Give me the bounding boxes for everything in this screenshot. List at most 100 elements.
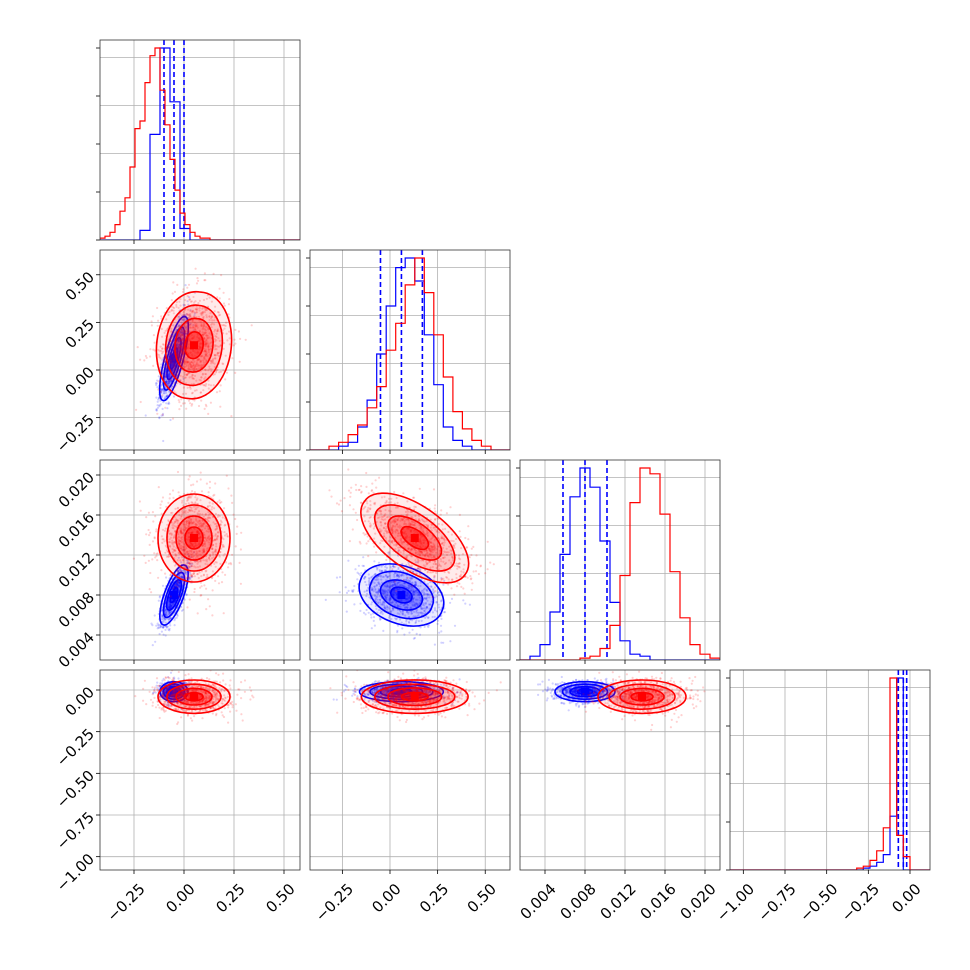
scatter-point bbox=[429, 603, 432, 606]
scatter-point bbox=[361, 564, 364, 567]
scatter-point bbox=[197, 347, 200, 350]
scatter-point bbox=[414, 620, 417, 624]
scatter-point bbox=[395, 572, 398, 575]
scatter-point bbox=[185, 313, 188, 316]
scatter-point bbox=[203, 337, 206, 340]
scatter-point bbox=[190, 300, 193, 303]
scatter-point bbox=[193, 354, 196, 357]
scatter-point bbox=[390, 617, 393, 621]
scatter-point bbox=[208, 557, 211, 560]
scatter-point bbox=[208, 480, 212, 483]
scatter-point bbox=[204, 513, 207, 516]
scatter-point bbox=[157, 397, 161, 400]
scatter-point bbox=[151, 624, 154, 627]
scatter-point bbox=[207, 537, 210, 540]
scatter-point bbox=[188, 521, 191, 524]
scatter-point bbox=[165, 555, 168, 558]
scatter-point bbox=[187, 303, 190, 306]
scatter-point bbox=[168, 605, 171, 608]
scatter-point bbox=[201, 513, 204, 516]
scatter-point bbox=[205, 587, 208, 590]
scatter-point bbox=[412, 590, 415, 593]
scatter-point bbox=[205, 334, 208, 337]
scatter-point bbox=[387, 585, 390, 588]
scatter-point bbox=[190, 550, 193, 554]
scatter-point bbox=[222, 545, 225, 548]
scatter-point bbox=[173, 520, 177, 523]
scatter-point bbox=[168, 340, 171, 343]
scatter-point bbox=[177, 353, 180, 356]
scatter-point bbox=[173, 535, 176, 539]
scatter-point bbox=[344, 599, 347, 602]
scatter-point bbox=[182, 325, 186, 328]
scatter-point bbox=[167, 612, 170, 616]
scatter-point bbox=[411, 582, 414, 585]
scatter-point bbox=[169, 595, 172, 598]
scatter-point bbox=[172, 324, 175, 327]
scatter-point bbox=[188, 571, 192, 574]
scatter-point bbox=[362, 556, 365, 559]
scatter-point bbox=[398, 573, 401, 576]
scatter-point bbox=[177, 536, 180, 539]
scatter-point bbox=[169, 352, 172, 356]
scatter-point bbox=[400, 621, 403, 624]
scatter-point bbox=[186, 361, 189, 364]
scatter-point bbox=[186, 295, 189, 298]
scatter-point bbox=[208, 605, 211, 608]
scatter-point bbox=[213, 538, 217, 541]
scatter-point bbox=[197, 531, 200, 535]
scatter-point bbox=[404, 586, 407, 589]
scatter-point bbox=[191, 531, 194, 534]
scatter-point bbox=[223, 327, 226, 330]
scatter-point bbox=[197, 554, 200, 557]
scatter-point bbox=[183, 545, 186, 549]
scatter-point bbox=[207, 350, 210, 354]
scatter-point bbox=[182, 577, 185, 580]
scatter-point bbox=[218, 313, 222, 316]
scatter-point bbox=[188, 561, 191, 565]
scatter-point bbox=[383, 606, 386, 609]
scatter-point bbox=[181, 575, 184, 578]
scatter-point bbox=[213, 538, 216, 541]
scatter-point bbox=[400, 599, 403, 603]
scatter-point bbox=[182, 582, 185, 585]
scatter-point bbox=[186, 519, 189, 522]
scatter-point bbox=[200, 522, 203, 525]
scatter-point bbox=[192, 326, 195, 330]
scatter-point bbox=[213, 330, 216, 333]
scatter-point bbox=[210, 360, 213, 364]
scatter-point bbox=[167, 375, 171, 378]
scatter-point bbox=[161, 541, 164, 545]
scatter-point bbox=[175, 582, 178, 585]
scatter-point bbox=[181, 499, 184, 502]
scatter-point bbox=[363, 575, 367, 579]
scatter-point bbox=[183, 525, 186, 528]
scatter-point bbox=[159, 399, 162, 402]
scatter-point bbox=[229, 561, 232, 565]
scatter-point bbox=[376, 590, 380, 593]
scatter-point bbox=[203, 350, 206, 353]
scatter-point bbox=[160, 390, 163, 393]
scatter-point bbox=[180, 329, 183, 332]
scatter-point bbox=[391, 584, 394, 587]
scatter-point bbox=[169, 604, 172, 608]
scatter-point bbox=[161, 618, 164, 621]
scatter-point bbox=[463, 592, 466, 595]
scatter-point bbox=[222, 291, 225, 294]
scatter-point bbox=[161, 413, 164, 416]
scatter-point bbox=[177, 345, 180, 348]
scatter-point bbox=[152, 520, 155, 523]
scatter-point bbox=[204, 340, 207, 343]
scatter-point bbox=[160, 630, 163, 633]
scatter-point bbox=[168, 497, 171, 500]
scatter-point bbox=[176, 584, 179, 587]
scatter-point bbox=[176, 583, 179, 587]
scatter-point bbox=[187, 478, 190, 481]
scatter-point bbox=[417, 620, 420, 623]
scatter-point bbox=[207, 369, 210, 372]
scatter-point bbox=[196, 573, 199, 576]
scatter-point bbox=[201, 312, 205, 315]
scatter-point bbox=[220, 501, 223, 504]
scatter-point bbox=[169, 604, 173, 607]
scatter-point bbox=[178, 581, 181, 585]
